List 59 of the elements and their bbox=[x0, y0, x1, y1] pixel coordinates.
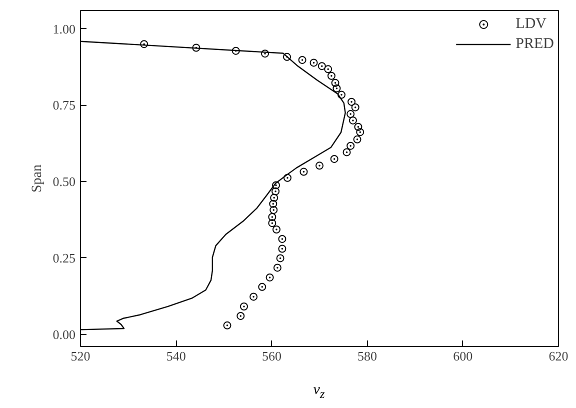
point bbox=[278, 244, 286, 253]
point bbox=[250, 292, 258, 301]
point bbox=[268, 219, 276, 228]
point bbox=[331, 78, 340, 87]
point bbox=[240, 302, 248, 310]
point bbox=[327, 72, 336, 80]
point bbox=[278, 234, 286, 243]
point bbox=[283, 174, 292, 182]
y-tick-label: 0.50 bbox=[52, 174, 76, 190]
x-axis-title: v$_{z}$ bbox=[313, 382, 325, 401]
point bbox=[356, 128, 364, 136]
point bbox=[346, 142, 355, 150]
x-tick-label: 520 bbox=[70, 348, 90, 364]
y-tick-label: 0.75 bbox=[52, 98, 76, 113]
y-axis-title: Span bbox=[30, 164, 45, 192]
point bbox=[269, 200, 278, 208]
point bbox=[270, 194, 278, 202]
legend-label: PRED bbox=[516, 36, 554, 52]
point bbox=[310, 58, 318, 67]
point bbox=[272, 187, 280, 196]
point bbox=[192, 44, 200, 52]
point bbox=[337, 90, 346, 99]
point bbox=[300, 168, 308, 176]
y-tick-label: 1.00 bbox=[52, 21, 76, 36]
x-tick-label: 560 bbox=[262, 348, 282, 364]
point bbox=[261, 50, 270, 58]
point bbox=[140, 40, 148, 48]
point bbox=[298, 56, 306, 64]
point bbox=[318, 62, 326, 70]
point bbox=[351, 103, 360, 112]
point bbox=[266, 273, 274, 282]
point bbox=[232, 46, 240, 55]
point bbox=[330, 154, 338, 163]
point bbox=[272, 181, 280, 190]
point bbox=[324, 65, 332, 74]
point bbox=[316, 162, 324, 170]
point bbox=[332, 84, 341, 92]
point bbox=[346, 110, 355, 118]
x-tick-label: 580 bbox=[358, 348, 378, 364]
point bbox=[236, 312, 245, 320]
y-tick-label: 0.25 bbox=[52, 250, 76, 266]
point bbox=[353, 135, 362, 144]
point bbox=[270, 206, 278, 214]
point bbox=[273, 264, 282, 272]
point bbox=[258, 282, 266, 291]
x-tick-label: 540 bbox=[166, 348, 186, 364]
point bbox=[272, 226, 280, 234]
point bbox=[348, 98, 356, 106]
point bbox=[276, 254, 284, 262]
point bbox=[268, 212, 276, 221]
point bbox=[342, 148, 351, 156]
x-tick-label: 620 bbox=[548, 348, 568, 364]
point bbox=[282, 52, 291, 61]
x-tick-label: 600 bbox=[453, 348, 473, 364]
y-tick-label: 0.00 bbox=[52, 326, 76, 342]
point bbox=[354, 122, 362, 131]
point bbox=[348, 116, 357, 124]
point bbox=[223, 321, 232, 330]
legend-label: LDV bbox=[516, 16, 546, 32]
